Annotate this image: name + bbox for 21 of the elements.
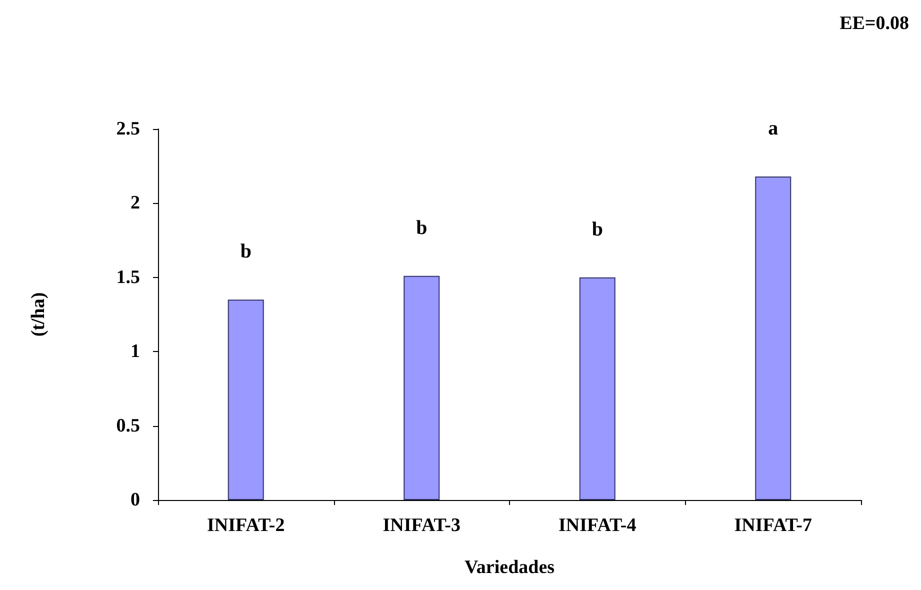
y-axis-title: (t/ha)	[28, 292, 49, 337]
y-tick-label: 1.5	[116, 266, 140, 288]
bar	[579, 277, 616, 500]
bar	[228, 300, 264, 500]
x-tick-label: INIFAT-2	[206, 515, 285, 536]
annotation: a	[768, 117, 778, 140]
x-tick-label: INIFAT-7	[734, 515, 813, 536]
y-tick-label: 2	[130, 192, 140, 214]
y-tick-label: 2.5	[116, 118, 140, 140]
annotation: b	[416, 216, 428, 239]
annotation: b	[240, 240, 252, 263]
y-tick-label: 0	[130, 490, 140, 510]
bar	[755, 176, 792, 500]
y-tick-label: 0.5	[116, 415, 140, 436]
text: EE=0.08	[840, 13, 910, 34]
x-tick-label: INIFAT-4	[558, 515, 637, 536]
x-tick-label: INIFAT-3	[382, 515, 461, 536]
annotation: b	[592, 218, 603, 240]
y-tick-label: 1	[130, 341, 140, 362]
bar	[404, 276, 440, 500]
x-axis-title: Variedades	[464, 557, 555, 578]
